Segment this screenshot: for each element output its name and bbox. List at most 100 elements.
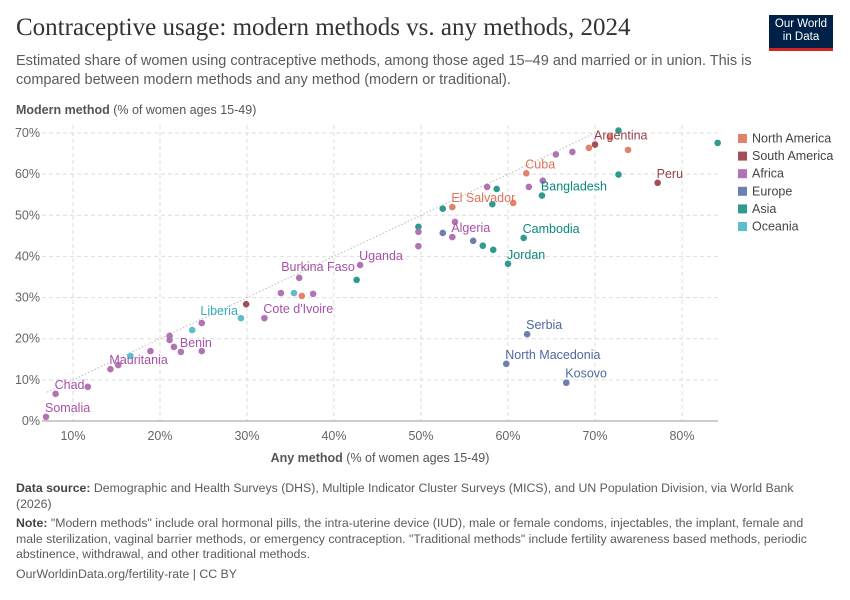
legend-swatch [738,134,747,143]
data-point-africa [84,383,92,391]
owid-logo[interactable]: Our World in Data [769,15,833,51]
data-point-africa [198,319,206,327]
data-point-europe [469,237,477,245]
y-axis-label: Modern method (% of women ages 15-49) [16,103,256,117]
data-point-africa [42,413,50,421]
logo-text: Our World in Data [774,18,828,43]
data-point-asia [504,260,512,268]
point-label: Algeria [451,221,490,235]
y-tick-label: 50% [15,208,40,222]
point-label: Cote d'Ivoire [263,302,333,316]
chart-subtitle: Estimated share of women using contracep… [16,53,752,88]
point-label: Argentina [594,129,648,143]
data-point-africa [569,148,576,156]
y-tick-label: 40% [15,249,40,263]
legend-item: Oceania [752,220,799,234]
data-point-asia [489,246,497,254]
point-label: Bangladesh [541,180,607,194]
chart-title: Contraceptive usage: modern methods vs. … [16,14,631,41]
x-axis-label-rest: (% of women ages 15-49) [343,451,490,465]
data-point-asia [353,276,360,284]
source-url[interactable]: OurWorldinData.org/fertility-rate | CC B… [16,566,237,581]
y-tick-label: 10% [15,373,40,387]
data-point-africa [483,183,491,191]
data-point-south-america [654,179,661,187]
y-tick-label: 30% [15,291,40,305]
legend-swatch [738,204,747,214]
x-tick-label: 70% [582,429,607,443]
footer: Data source: Demographic and Health Surv… [16,481,831,586]
data-point-africa [52,390,59,398]
data-point-north-america [449,203,456,211]
data-point-africa [415,228,422,236]
data-point-oceania [290,289,298,297]
data-point-asia [520,234,527,242]
data-point-africa [198,347,206,355]
scatter-plot: Modern method (% of women ages 15-49) An… [15,103,833,465]
point-label: Uganda [359,249,403,263]
data-point-oceania [188,326,196,334]
legend-item: Africa [752,167,784,181]
data-point-asia [714,139,721,147]
x-tick-label: 60% [495,429,520,443]
data-point-africa [107,365,114,373]
point-label: Somalia [45,401,90,415]
data-point-north-america [606,133,614,141]
data-point-africa [177,348,185,356]
data-point-africa [539,177,547,185]
data-point-africa [309,290,317,298]
legend-item: South America [752,149,833,163]
data-point-africa [525,183,533,191]
data-point-asia [415,223,422,231]
data-point-europe [439,229,447,237]
data-point-africa [277,289,285,297]
data-point-asia [538,192,546,199]
data-point-africa [295,274,303,282]
y-tick-label: 60% [15,167,40,181]
reference-line-y-equals-x [46,132,596,393]
data-point-north-america [298,292,306,300]
y-tick-label: 20% [15,332,40,346]
source-label: Data source: [16,481,91,495]
data-point-europe [562,379,570,387]
x-axis-label-bold: Any method [271,451,343,465]
legend-swatch [738,222,747,231]
note-text: "Modern methods" include oral hormonal p… [16,516,807,561]
data-point-asia [493,185,500,193]
legend-swatch [738,186,747,196]
x-tick-label: 10% [60,429,85,443]
data-point-africa [114,361,122,369]
data-point-north-america [522,170,530,177]
y-tick-label: 70% [15,126,40,140]
x-tick-label: 50% [408,429,433,443]
data-point-europe [502,360,510,368]
data-point-africa [261,314,268,322]
data-point-asia [615,127,622,134]
point-label: El Salvador [451,191,515,205]
legend-swatch [738,169,747,179]
data-point-asia [479,242,487,250]
data-point-africa [356,261,364,269]
point-label: Kosovo [565,367,607,381]
legend-item: Europe [752,184,792,198]
legend-item: North America [752,132,831,146]
point-label: Jordan [507,248,545,262]
data-point-north-america [585,144,593,152]
point-label: Chad [55,378,85,392]
data-point-africa [451,218,459,226]
x-axis-label: Any method (% of women ages 15-49) [271,451,490,465]
point-label: Mauritania [109,353,167,367]
data-point-africa [449,233,456,241]
x-tick-label: 30% [234,429,259,443]
data-point-oceania [127,352,134,360]
data-point-africa [170,343,178,351]
point-label: Liberia [200,304,238,318]
y-axis-label-rest: (% of women ages 15-49) [110,103,257,117]
legend-swatch [738,151,747,161]
data-point-south-america [591,141,599,148]
legend-item: Asia [752,202,776,216]
point-label: Peru [657,167,683,181]
point-label: North Macedonia [505,348,600,362]
data-source: Data source: Demographic and Health Surv… [16,481,831,512]
